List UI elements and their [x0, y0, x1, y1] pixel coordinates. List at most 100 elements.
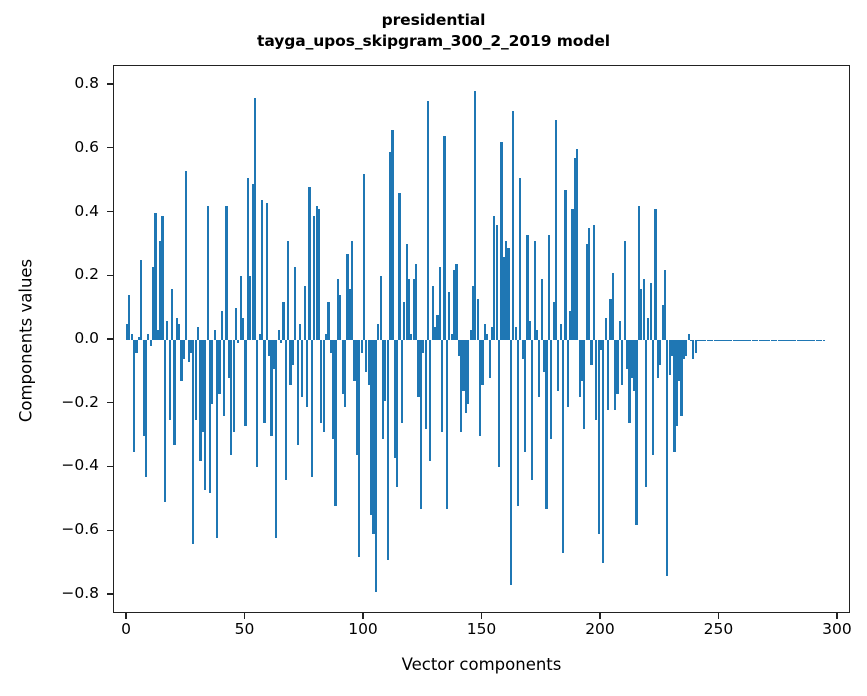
bar [211, 340, 214, 404]
bar [770, 340, 773, 342]
bar [208, 340, 212, 493]
x-tick-label: 150 [466, 620, 497, 638]
bar [564, 190, 567, 340]
bar [483, 324, 486, 340]
bar [576, 148, 579, 340]
bar [163, 340, 167, 503]
bar [763, 340, 766, 342]
bar [460, 340, 463, 433]
bar [230, 340, 233, 455]
bar [194, 340, 197, 420]
bar [144, 340, 148, 477]
chart-title: presidential tayga_upos_skipgram_300_2_2… [0, 10, 867, 52]
bar [223, 340, 226, 417]
bar [291, 340, 294, 366]
bar [680, 340, 683, 417]
y-tick-mark [107, 338, 113, 340]
bar [753, 340, 757, 342]
bar [798, 340, 802, 342]
bar [583, 340, 586, 430]
bar [545, 340, 548, 509]
bar [663, 269, 667, 340]
bar [521, 340, 524, 360]
y-tick-label: −0.4 [61, 456, 99, 475]
bar [569, 311, 572, 340]
bar [388, 152, 392, 340]
y-axis-label: Components values [16, 258, 36, 423]
y-tick-mark [107, 593, 113, 595]
bar [199, 340, 202, 462]
bar [689, 340, 693, 342]
bar [287, 241, 290, 340]
bar [220, 311, 223, 340]
bar [514, 327, 517, 340]
bar [609, 298, 612, 340]
bar [531, 340, 534, 481]
bar [543, 340, 546, 372]
bar [768, 340, 771, 342]
bar [730, 340, 733, 342]
x-tick-mark [125, 613, 127, 619]
bar [426, 101, 430, 340]
bar [358, 340, 361, 557]
bar [538, 340, 541, 398]
bar [782, 340, 785, 342]
bar [566, 340, 569, 407]
bar [265, 203, 268, 340]
bar [232, 340, 235, 433]
bar [486, 333, 489, 340]
bar [519, 177, 522, 340]
bar [182, 340, 185, 360]
bar [405, 244, 408, 340]
bar [526, 234, 529, 340]
bar [362, 174, 366, 340]
bar [749, 340, 752, 342]
y-tick-mark [107, 147, 113, 149]
bar [675, 340, 678, 427]
bar [374, 340, 377, 592]
bar [713, 340, 716, 342]
bar [242, 317, 245, 340]
bar [573, 158, 576, 340]
bar [697, 340, 700, 342]
bar [178, 324, 181, 340]
bar [509, 340, 513, 586]
y-tick-label: 0.2 [74, 265, 99, 284]
bar [327, 301, 330, 340]
y-tick-mark [107, 83, 113, 85]
bar [415, 263, 418, 340]
bar [507, 247, 510, 340]
bar [384, 340, 387, 401]
bar [588, 228, 591, 340]
bar [725, 340, 728, 342]
bar [142, 340, 145, 436]
bar [670, 340, 674, 356]
bar [592, 225, 595, 340]
bar [187, 340, 190, 363]
bar [410, 333, 413, 340]
bar [197, 327, 200, 340]
bar [502, 257, 505, 340]
bar [815, 340, 818, 342]
bar [315, 206, 318, 340]
bar [246, 177, 249, 340]
bar [398, 193, 401, 340]
x-tick-mark [243, 613, 246, 619]
bar [282, 301, 285, 340]
bar [630, 340, 633, 379]
bar [652, 340, 655, 455]
bar [467, 340, 470, 404]
bar [711, 340, 714, 342]
bar [649, 282, 652, 340]
bar [775, 340, 778, 342]
bar [343, 340, 347, 407]
bar [540, 279, 543, 340]
bar [438, 266, 441, 340]
bar [381, 340, 385, 439]
bar [180, 340, 183, 382]
bar [455, 263, 458, 340]
bar [602, 340, 605, 564]
bar [192, 340, 195, 544]
bar [310, 340, 313, 477]
bar [443, 136, 446, 340]
